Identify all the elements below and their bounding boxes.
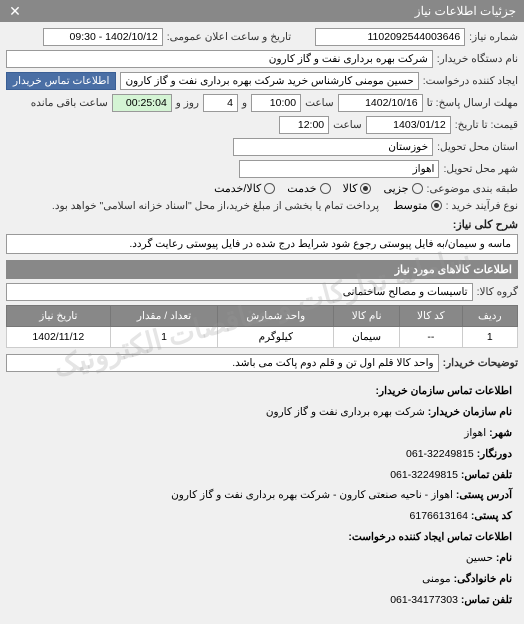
need-number-field: 1102092544003646: [315, 28, 465, 46]
province-field: خوزستان: [233, 138, 433, 156]
contact-city-value: اهواز: [464, 427, 486, 439]
deadline-date-field: 1402/10/16: [338, 94, 423, 112]
th-date: تاریخ نیاز: [7, 306, 111, 327]
goods-section-title: اطلاعات کالاهای مورد نیاز: [6, 260, 518, 279]
header-title: جزئیات اطلاعات نیاز: [415, 4, 516, 18]
radio-medium-label: متوسط: [393, 199, 428, 212]
radio-service-label: خدمت: [287, 182, 316, 195]
close-icon[interactable]: ✕: [8, 4, 22, 18]
contact-section: اطلاعات تماس سازمان خریدار: نام سازمان خ…: [6, 376, 518, 618]
td-unit: کیلوگرم: [218, 327, 334, 348]
announce-date-field: 1402/10/12 - 09:30: [43, 28, 163, 46]
deadline-label: مهلت ارسال پاسخ: تا: [427, 97, 518, 109]
radio-partial-label: جزیی: [383, 182, 408, 195]
contact-phone-value: 32249815-061: [390, 469, 458, 481]
requester-field: حسین مومنی کارشناس خرید شرکت بهره برداری…: [120, 72, 418, 90]
th-name: نام کالا: [334, 306, 400, 327]
days-label: و: [242, 97, 247, 109]
category-label: طبقه بندی موضوعی:: [427, 183, 518, 195]
city-label: شهر محل تحویل:: [443, 163, 518, 175]
group-value-field: تاسیسات و مصالح ساختمانی: [6, 283, 473, 301]
contact-city-label: شهر:: [489, 427, 512, 439]
price-date-field: 1403/01/12: [366, 116, 451, 134]
buyer-notes-label: توضیحات خریدار:: [443, 357, 518, 369]
contact-phone2-label: تلفن تماس:: [461, 594, 512, 606]
td-name: سیمان: [334, 327, 400, 348]
contact-phone2-value: 34177303-061: [390, 594, 458, 606]
need-description: ماسه و سیمان/به فایل پیوستی رجوع شود شرا…: [6, 234, 518, 254]
radio-circle-icon: [412, 183, 423, 194]
contact-buyer-button[interactable]: اطلاعات تماس خریدار: [6, 72, 116, 90]
need-number-label: شماره نیاز:: [469, 31, 518, 43]
contact-address-label: آدرس پستی:: [456, 489, 512, 501]
time-label-2: ساعت: [333, 119, 362, 131]
requester-label: ایجاد کننده درخواست:: [423, 75, 518, 87]
remain-suffix: ساعت باقی مانده: [31, 97, 108, 109]
radio-circle-checked-icon: [360, 183, 371, 194]
header-bar: جزئیات اطلاعات نیاز ✕: [0, 0, 524, 22]
table-row: 1 -- سیمان کیلوگرم 1 1402/11/12: [7, 327, 518, 348]
contact-postal-value: 6176613164: [410, 510, 468, 522]
price-label: قیمت: تا تاریخ:: [455, 119, 518, 131]
announce-date-label: تاریخ و ساعت اعلان عمومی:: [167, 31, 291, 43]
td-code: --: [400, 327, 462, 348]
contact-family-value: مومنی: [422, 573, 451, 585]
contact-name-value: حسین: [466, 552, 493, 564]
time-label-1: ساعت: [305, 97, 334, 109]
th-unit: واحد شمارش: [218, 306, 334, 327]
radio-goods-label: کالا: [343, 182, 358, 195]
price-time-field: 12:00: [279, 116, 329, 134]
contact-family-label: نام خانوادگی:: [454, 573, 512, 585]
radio-goods[interactable]: کالا: [343, 182, 372, 195]
contact-postal-label: کد پستی:: [471, 510, 512, 522]
form-area: شماره نیاز: 1102092544003646 تاریخ و ساع…: [0, 22, 524, 624]
th-index: ردیف: [462, 306, 517, 327]
radio-circle-icon: [320, 183, 331, 194]
contact-org-value: شرکت بهره برداری نفت و گاز کارون: [266, 406, 425, 418]
radio-goods-service-label: کالا/خدمت: [214, 182, 261, 195]
group-label: گروه کالا:: [477, 286, 518, 298]
contact-fax-label: دورنگار:: [477, 448, 512, 460]
province-label: استان محل تحویل:: [437, 141, 518, 153]
th-code: کد کالا: [400, 306, 462, 327]
radio-circle-checked-icon: [431, 200, 442, 211]
contact-org-label: نام سازمان خریدار:: [428, 406, 512, 418]
radio-circle-icon: [264, 183, 275, 194]
city-field: اهواز: [239, 160, 439, 178]
days-remain-field: 4: [203, 94, 238, 112]
table-header-row: ردیف کد کالا نام کالا واحد شمارش تعداد /…: [7, 306, 518, 327]
buyer-org-field: شرکت بهره برداری نفت و گاز کارون: [6, 50, 433, 68]
radio-service[interactable]: خدمت: [287, 182, 330, 195]
deadline-time-field: 10:00: [251, 94, 301, 112]
td-qty: 1: [110, 327, 218, 348]
days-suffix: روز و: [176, 97, 199, 109]
td-date: 1402/11/12: [7, 327, 111, 348]
radio-medium[interactable]: متوسط: [393, 199, 442, 212]
process-label: نوع فرآیند خرید :: [446, 200, 518, 212]
buyer-org-label: نام دستگاه خریدار:: [437, 53, 518, 65]
category-radio-group: جزیی کالا خدمت کالا/خدمت: [214, 182, 422, 195]
process-note: پرداخت تمام یا بخشی از مبلغ خرید،از محل …: [52, 200, 379, 212]
radio-goods-service[interactable]: کالا/خدمت: [214, 182, 275, 195]
th-qty: تعداد / مقدار: [110, 306, 218, 327]
requester-section-title: اطلاعات تماس ایجاد کننده درخواست:: [12, 528, 512, 547]
need-section-title: شرح کلی نیاز:: [6, 218, 518, 231]
goods-table: ردیف کد کالا نام کالا واحد شمارش تعداد /…: [6, 305, 518, 348]
contact-phone-label: تلفن تماس:: [461, 469, 512, 481]
radio-partial[interactable]: جزیی: [383, 182, 422, 195]
time-remain-field: 00:25:04: [112, 94, 172, 112]
buyer-notes-field: واحد کالا قلم اول تن و قلم دوم پاکت می ب…: [6, 354, 439, 372]
contact-address-value: اهواز - ناحیه صنعتی کارون - شرکت بهره بر…: [171, 489, 453, 501]
td-index: 1: [462, 327, 517, 348]
contact-name-label: نام:: [496, 552, 512, 564]
contact-section-title: اطلاعات تماس سازمان خریدار:: [12, 382, 512, 401]
contact-fax-value: 32249815-061: [406, 448, 474, 460]
